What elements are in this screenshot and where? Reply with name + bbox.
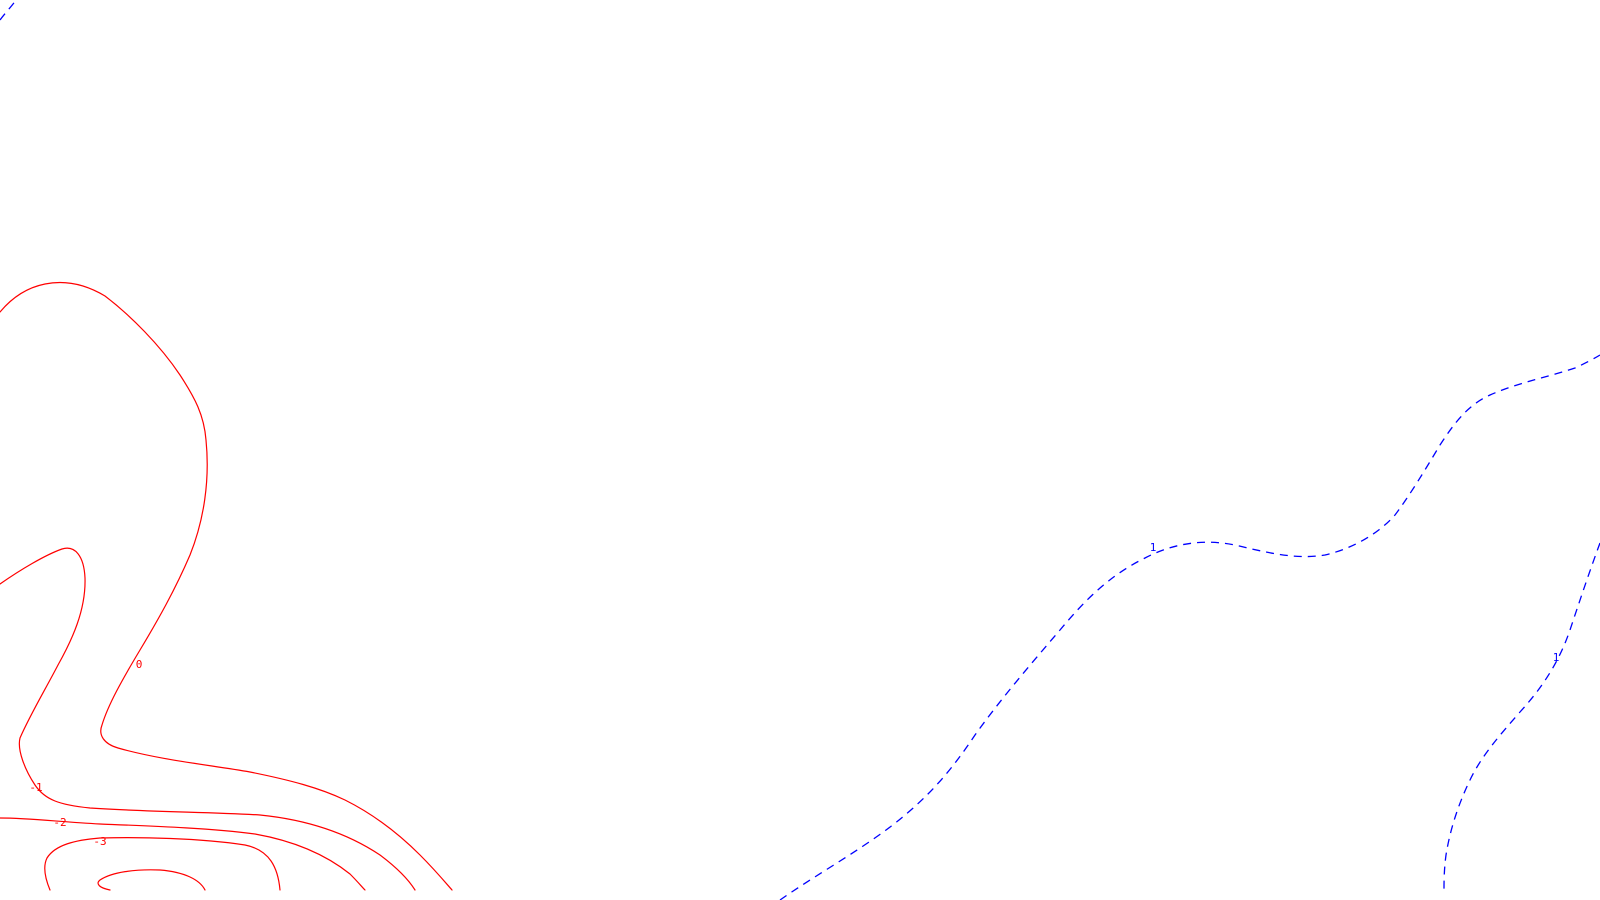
contour-line-minus-4: [97, 869, 206, 891]
contour-line-plus-1-topleft: [0, 0, 17, 21]
contour-label-plus-1-main: 1: [1150, 541, 1157, 554]
contour-label-minus-3: -3: [93, 835, 106, 848]
contour-label-plus-1-right: 1: [1553, 651, 1560, 664]
contour-label-minus-2: -2: [53, 816, 66, 829]
contour-line-minus-1: [0, 547, 416, 891]
contour-line-minus-3: [44, 837, 281, 891]
contour-line-0: [0, 281, 453, 891]
contour-line-plus-1-main: [779, 354, 1600, 900]
contour-line-minus-2: [0, 817, 366, 891]
contour-line-plus-1-right: [1443, 542, 1600, 891]
contour-label-0: 0: [136, 658, 143, 671]
contour-label-minus-1: -1: [29, 781, 42, 794]
